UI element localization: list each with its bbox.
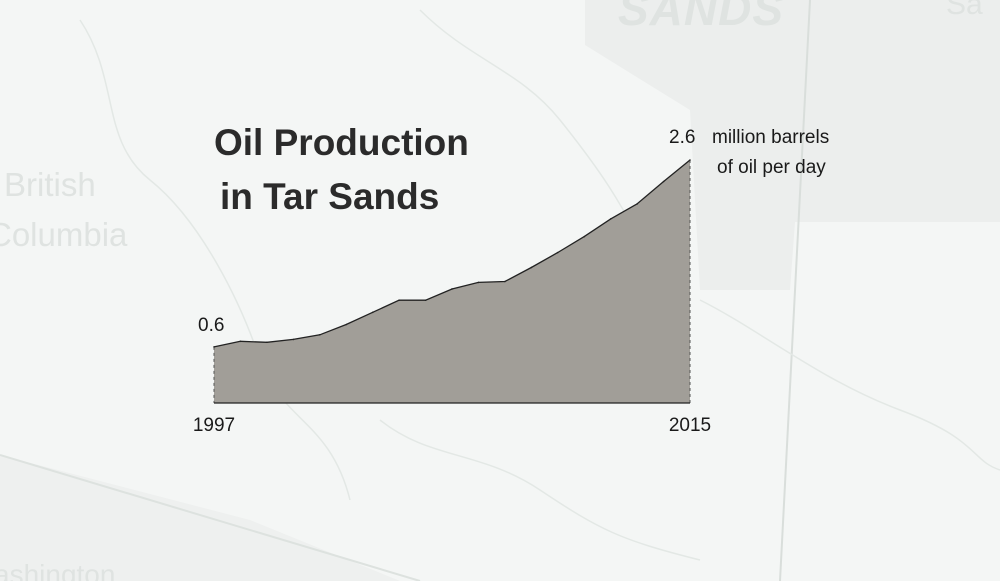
production-area bbox=[214, 160, 690, 403]
state-region-shade bbox=[0, 455, 400, 581]
data-point-2005 bbox=[424, 299, 427, 301]
data-point-2002 bbox=[345, 323, 348, 326]
data-point-2012 bbox=[609, 218, 612, 220]
map-label-columbia: Columbia bbox=[0, 216, 128, 253]
end-value-label: 2.6 bbox=[669, 127, 695, 148]
data-point-2014 bbox=[662, 180, 665, 183]
data-points bbox=[213, 159, 691, 348]
data-point-2004 bbox=[398, 299, 400, 301]
chart-title: Oil Production in Tar Sands bbox=[214, 116, 469, 224]
data-point-2009 bbox=[530, 266, 533, 269]
data-point-2003 bbox=[371, 311, 374, 314]
data-point-2011 bbox=[583, 235, 586, 238]
province-border bbox=[779, 0, 811, 581]
data-point-2008 bbox=[504, 280, 506, 283]
data-point-1997 bbox=[213, 346, 215, 348]
data-point-2013 bbox=[636, 203, 638, 205]
map-label-saskatchewan: Sa bbox=[946, 0, 983, 21]
map-label-washington: ashington bbox=[0, 559, 116, 581]
unit-label-line2: of oil per day bbox=[717, 157, 826, 178]
data-point-2006 bbox=[451, 288, 453, 290]
province-region-shade bbox=[585, 0, 1000, 290]
river-line bbox=[419, 9, 651, 261]
data-point-1999 bbox=[266, 341, 268, 344]
data-point-2010 bbox=[556, 251, 559, 254]
unit-label-line1: million barrels bbox=[712, 127, 829, 148]
river-line bbox=[699, 299, 1000, 471]
chart-title-line2: in Tar Sands bbox=[220, 176, 440, 217]
data-point-2007 bbox=[477, 281, 480, 284]
river-line bbox=[379, 419, 701, 561]
river-line bbox=[79, 19, 351, 501]
x-tick-label-end: 2015 bbox=[669, 415, 711, 436]
data-point-1998 bbox=[239, 340, 242, 343]
data-point-2015 bbox=[689, 159, 691, 161]
national-border bbox=[0, 454, 421, 581]
data-point-2001 bbox=[318, 333, 321, 336]
map-label-sands: SANDS bbox=[618, 0, 785, 35]
chart-title-line1: Oil Production bbox=[214, 122, 469, 163]
data-point-2000 bbox=[292, 338, 295, 341]
map-label-british: British bbox=[4, 166, 96, 203]
start-value-label: 0.6 bbox=[198, 315, 224, 336]
x-tick-label-start: 1997 bbox=[193, 415, 235, 436]
